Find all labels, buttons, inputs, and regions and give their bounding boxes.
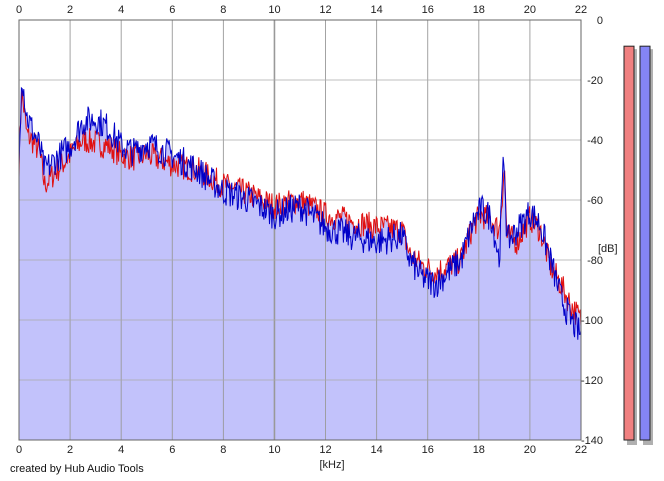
y-tick-label: -120	[581, 375, 603, 387]
x-tick-label-top: 18	[473, 4, 485, 16]
y-tick-label: -100	[581, 315, 603, 327]
plot-frame	[18, 19, 582, 441]
x-tick-label-bottom: 8	[220, 444, 226, 456]
x-tick-label-bottom: 6	[169, 444, 175, 456]
y-tick-label: 0	[597, 15, 603, 27]
credit-text: created by Hub Audio Tools	[10, 463, 144, 475]
x-tick-label-bottom: 18	[473, 444, 485, 456]
x-tick-label-top: 22	[575, 4, 587, 16]
x-tick-label-top: 2	[67, 4, 73, 16]
x-tick-label-bottom: 10	[268, 444, 280, 456]
x-tick-label-bottom: 16	[422, 444, 434, 456]
plot-area: 002244668810101212141416161818202022220-…	[16, 4, 603, 456]
x-tick-label-top: 8	[220, 4, 226, 16]
x-tick-label-bottom: 0	[16, 444, 22, 456]
y-tick-label: -20	[587, 75, 603, 87]
x-tick-label-bottom: 12	[319, 444, 331, 456]
y-tick-label: -80	[587, 255, 603, 267]
x-tick-label-top: 10	[268, 4, 280, 16]
meter-bar-2	[639, 45, 651, 441]
x-tick-label-top: 20	[524, 4, 536, 16]
x-tick-label-bottom: 14	[371, 444, 383, 456]
x-tick-label-bottom: 4	[118, 444, 124, 456]
y-tick-label: -140	[581, 435, 603, 447]
x-tick-label-bottom: 20	[524, 444, 536, 456]
meter-bar-1	[623, 45, 635, 441]
y-axis-label: [dB]	[598, 243, 618, 255]
x-tick-label-top: 0	[16, 4, 22, 16]
level-meters	[623, 45, 653, 446]
x-tick-label-top: 4	[118, 4, 124, 16]
x-tick-label-top: 16	[422, 4, 434, 16]
x-tick-label-top: 14	[371, 4, 383, 16]
series-line-2	[18, 86, 582, 340]
x-tick-label-top: 12	[319, 4, 331, 16]
y-tick-label: -40	[587, 135, 603, 147]
x-tick-label-bottom: 2	[67, 444, 73, 456]
x-tick-label-top: 6	[169, 4, 175, 16]
x-tick-label-bottom: 22	[575, 444, 587, 456]
y-tick-label: -60	[587, 195, 603, 207]
spectrum-fill	[19, 88, 581, 440]
x-axis-label: [kHz]	[319, 459, 344, 471]
